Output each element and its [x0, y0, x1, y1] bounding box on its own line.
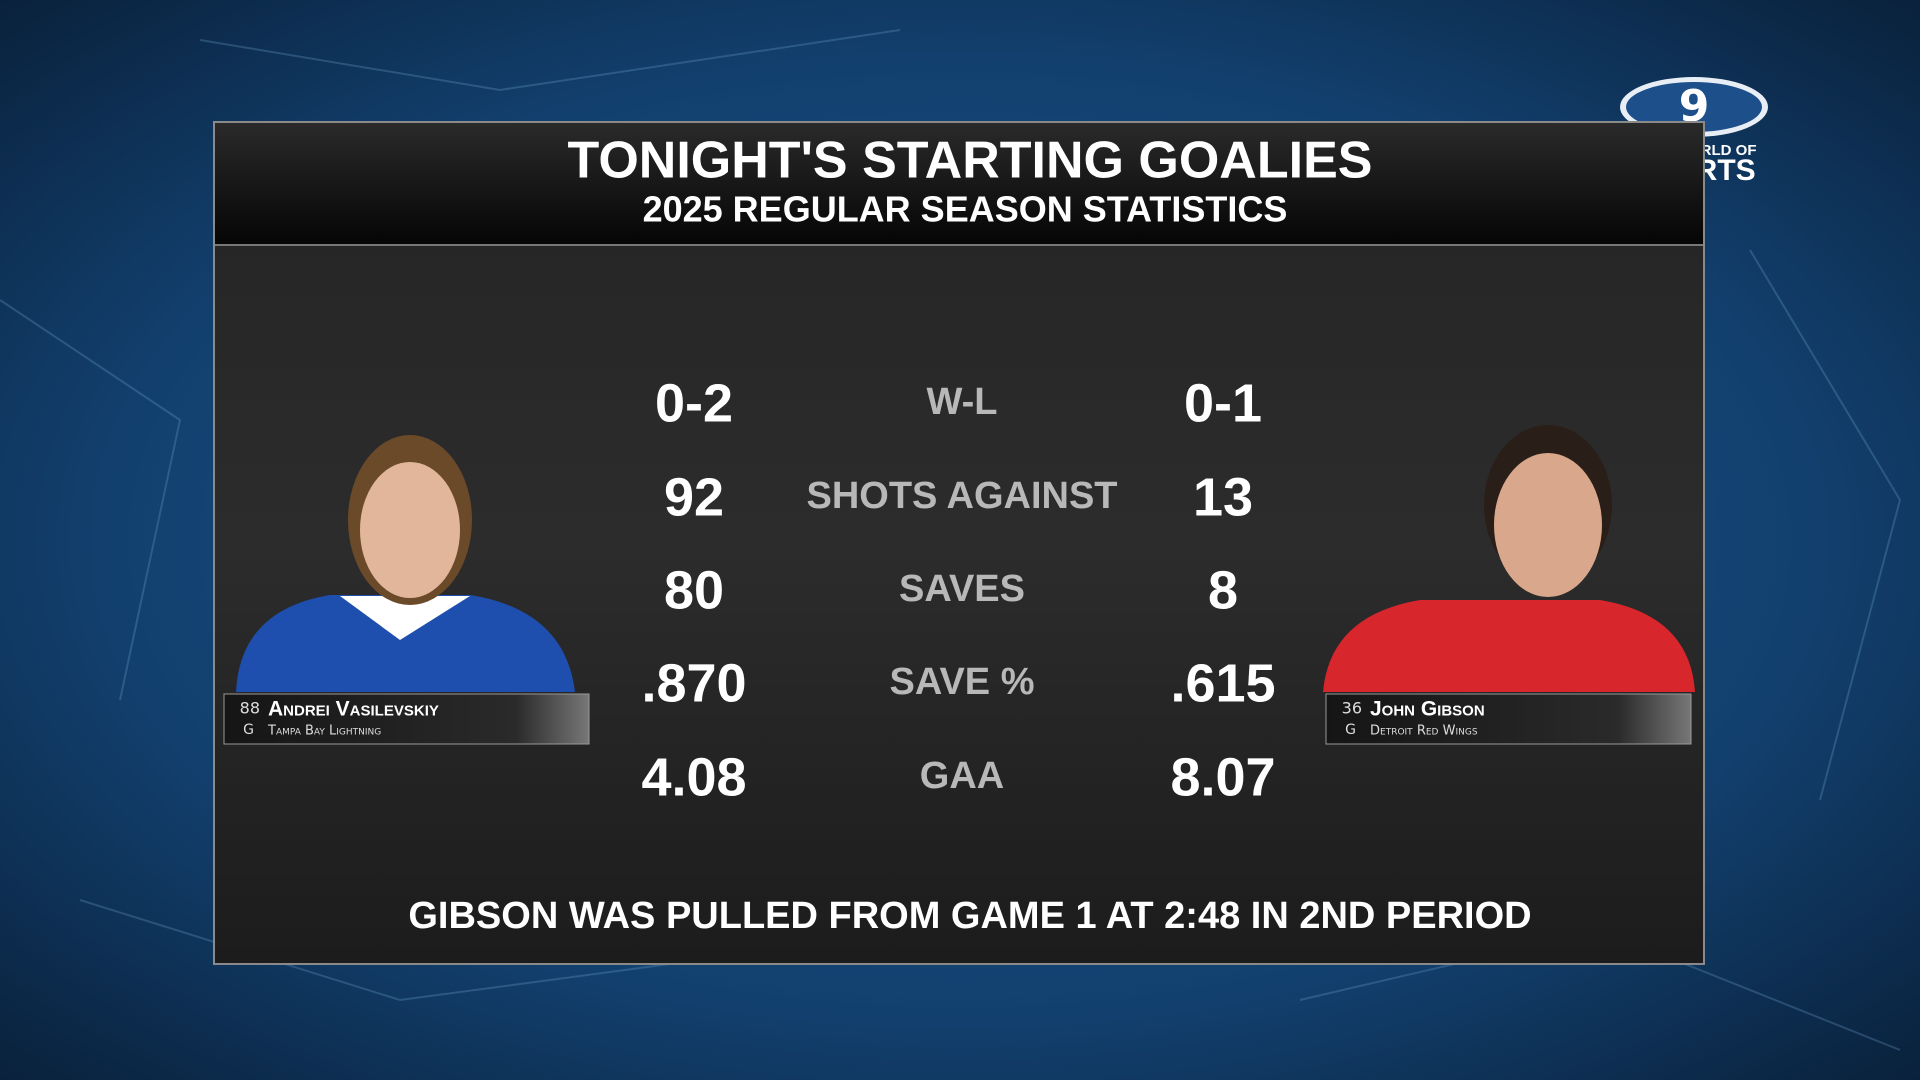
player-name: John Gibson: [1370, 698, 1485, 721]
player-photo-right: [1323, 425, 1695, 692]
stat-right: 0-1: [1184, 373, 1262, 433]
stat-right: 8: [1208, 560, 1238, 620]
player-team: Detroit Red Wings: [1370, 724, 1478, 739]
player-number: 88: [240, 699, 260, 718]
footer-note: GIBSON WAS PULLED FROM GAME 1 AT 2:48 IN…: [408, 895, 1531, 937]
player-number: 36: [1342, 699, 1362, 718]
stat-right: 8.07: [1170, 747, 1275, 807]
player-name: Andrei Vasilevskiy: [268, 698, 439, 721]
player-photo-left: [236, 435, 575, 692]
name-plate: [1325, 693, 1692, 745]
stat-label: GAA: [920, 755, 1004, 797]
player-position: G: [1345, 722, 1356, 738]
stat-left: 92: [664, 467, 724, 527]
title: TONIGHT'S STARTING GOALIES: [568, 132, 1373, 190]
header-band: [215, 123, 1703, 245]
stat-left: 80: [664, 560, 724, 620]
player-position: G: [243, 722, 254, 738]
stat-label: SHOTS AGAINST: [806, 475, 1117, 517]
stat-label: W-L: [927, 381, 998, 423]
stat-left: 4.08: [641, 747, 746, 807]
stat-left: 0-2: [655, 373, 733, 433]
subtitle: 2025 REGULAR SEASON STATISTICS: [643, 189, 1288, 230]
player-team: Tampa Bay Lightning: [267, 724, 381, 739]
stat-right: 13: [1193, 467, 1253, 527]
stat-left: .870: [641, 653, 746, 713]
stat-label: SAVES: [899, 568, 1025, 610]
name-plate: [223, 693, 590, 745]
stat-label: SAVE %: [889, 661, 1034, 703]
stat-right: .615: [1170, 653, 1275, 713]
logo-globe-inner: [1626, 82, 1762, 132]
